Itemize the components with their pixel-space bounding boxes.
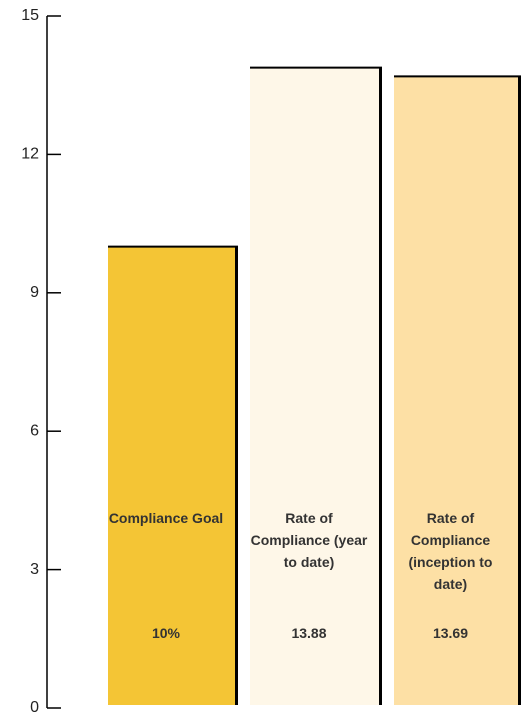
bar [108, 246, 238, 705]
value-label: 13.69 [432, 625, 469, 641]
y-tick-label: 9 [30, 284, 39, 301]
y-tick-label: 15 [21, 7, 39, 24]
y-tick-label: 6 [30, 422, 39, 439]
value-label: 10% [151, 625, 181, 641]
category-label: Rate of Compliance (year to date) [250, 510, 368, 570]
category-label: Compliance Goal [108, 510, 224, 526]
category-label: Rate of Compliance (inception to date) [408, 510, 493, 592]
y-tick-label: 0 [30, 699, 39, 715]
y-tick-label: 3 [30, 561, 39, 578]
value-label: 13.88 [291, 625, 327, 641]
bar [394, 76, 521, 705]
bar [250, 67, 382, 706]
y-tick-label: 12 [21, 146, 39, 163]
